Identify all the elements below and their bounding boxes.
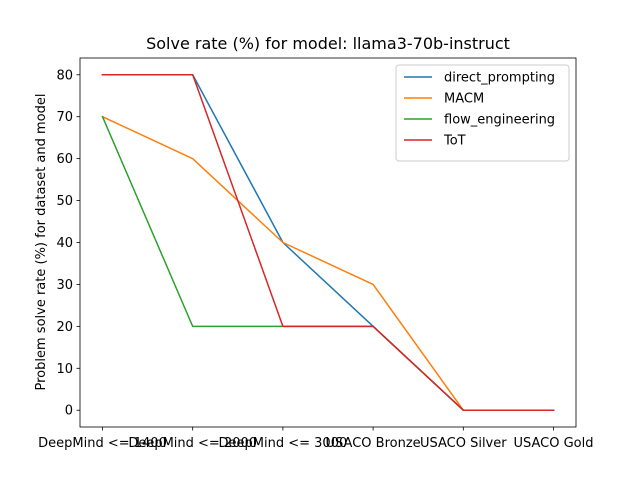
x-tick-label: USACO Gold xyxy=(513,436,593,451)
y-tick-label: 20 xyxy=(56,320,73,335)
x-tick-label: USACO Bronze xyxy=(326,436,421,451)
legend-box xyxy=(395,64,570,162)
y-tick-label: 70 xyxy=(56,110,73,125)
y-axis-label: Problem solve rate (%) for dataset and m… xyxy=(34,94,49,391)
y-tick-label: 0 xyxy=(65,404,73,419)
y-tick-label: 30 xyxy=(56,278,73,293)
chart-title: Solve rate (%) for model: llama3-70b-ins… xyxy=(146,34,510,53)
series-line-tot xyxy=(101,74,555,411)
y-tick-label: 50 xyxy=(56,194,73,209)
y-tick-label: 80 xyxy=(56,68,73,83)
y-tick-label: 60 xyxy=(56,152,73,167)
legend-label: MACM xyxy=(444,92,484,107)
x-tick-label: DeepMind <= 2000 xyxy=(128,436,257,451)
y-tick-label: 10 xyxy=(56,362,73,377)
y-tick-label: 40 xyxy=(56,236,73,251)
x-tick-label: USACO Silver xyxy=(420,436,507,451)
legend-label: ToT xyxy=(443,134,466,149)
x-tick-label: DeepMind <= 3000 xyxy=(219,436,348,451)
legend: direct_prompting MACM flow_engineering ToT xyxy=(395,64,570,162)
x-tick-label: DeepMind <= 1400 xyxy=(38,436,167,451)
legend-label: direct_prompting xyxy=(444,71,555,86)
legend-label: flow_engineering xyxy=(444,113,555,128)
